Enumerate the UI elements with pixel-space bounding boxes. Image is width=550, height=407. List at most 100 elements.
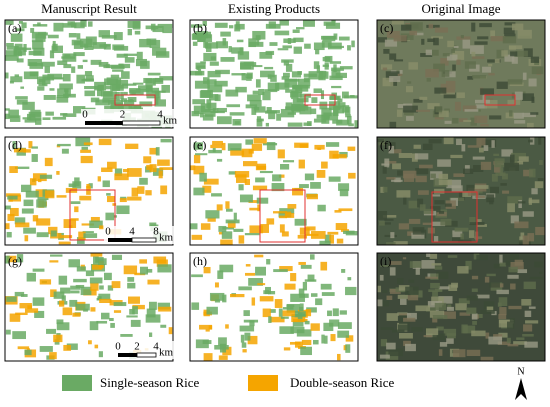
land-patch: [193, 105, 206, 115]
land-patch: [434, 87, 447, 94]
land-patch: [99, 285, 104, 290]
land-patch: [13, 49, 22, 56]
land-patch: [341, 269, 346, 273]
land-patch: [507, 343, 519, 347]
land-patch: [305, 309, 312, 317]
land-patch: [111, 254, 123, 260]
land-patch: [475, 104, 488, 109]
land-patch: [465, 260, 472, 270]
scale-tick-label: 8: [153, 226, 159, 238]
land-patch: [507, 203, 515, 213]
land-patch: [480, 356, 494, 361]
land-patch: [146, 268, 153, 273]
land-patch: [90, 59, 102, 65]
land-patch: [476, 294, 490, 299]
land-patch: [477, 36, 489, 40]
land-patch: [155, 147, 160, 156]
land-patch: [159, 167, 173, 170]
land-patch: [110, 83, 121, 91]
land-patch: [522, 72, 527, 80]
land-patch: [24, 308, 39, 313]
land-patch: [99, 225, 104, 230]
land-patch: [140, 266, 148, 275]
land-patch: [132, 304, 145, 310]
land-patch: [386, 31, 400, 38]
land-patch: [325, 22, 341, 29]
land-patch: [458, 239, 472, 243]
land-patch: [32, 297, 45, 306]
land-patch: [37, 196, 49, 201]
land-patch: [378, 222, 391, 225]
land-patch: [159, 76, 173, 81]
land-patch: [507, 99, 521, 105]
land-patch: [106, 193, 111, 196]
land-patch: [452, 230, 463, 238]
land-patch: [382, 67, 388, 71]
land-patch: [404, 111, 414, 116]
land-patch: [248, 38, 257, 48]
land-patch: [488, 64, 493, 67]
land-patch: [320, 261, 328, 271]
land-patch: [127, 28, 132, 36]
land-patch: [279, 215, 288, 219]
land-patch: [90, 97, 100, 103]
land-patch: [503, 27, 515, 34]
land-patch: [386, 295, 393, 300]
land-patch: [41, 61, 55, 67]
land-patch: [89, 277, 103, 284]
land-patch: [268, 291, 276, 295]
land-patch: [489, 115, 502, 120]
land-patch: [506, 337, 511, 344]
land-patch: [444, 120, 452, 124]
land-patch: [462, 39, 471, 49]
land-patch: [273, 269, 288, 273]
land-patch: [56, 319, 64, 325]
land-patch: [113, 310, 122, 313]
land-patch: [214, 22, 228, 28]
land-patch: [339, 189, 349, 197]
land-patch: [384, 218, 394, 221]
land-patch: [212, 140, 223, 146]
land-patch: [58, 275, 68, 285]
land-patch: [53, 291, 65, 299]
land-patch: [84, 90, 96, 97]
land-patch: [472, 321, 477, 325]
land-patch: [471, 330, 486, 337]
land-patch: [514, 91, 523, 100]
land-patch: [431, 296, 444, 306]
land-patch: [5, 113, 10, 120]
land-patch: [284, 283, 296, 290]
land-patch: [348, 172, 356, 179]
land-patch: [510, 51, 518, 57]
land-patch: [147, 72, 161, 76]
land-patch: [105, 85, 112, 90]
land-patch: [341, 91, 349, 99]
land-patch: [76, 266, 86, 272]
land-patch: [207, 70, 221, 78]
land-patch: [42, 117, 51, 120]
land-patch: [327, 310, 332, 317]
land-patch: [39, 174, 53, 179]
land-patch: [508, 45, 523, 50]
land-patch: [131, 91, 144, 95]
land-patch: [452, 51, 465, 60]
land-patch: [511, 152, 527, 160]
land-patch: [343, 345, 347, 351]
land-patch: [434, 27, 448, 33]
land-patch: [79, 195, 92, 201]
land-patch: [442, 53, 450, 57]
land-patch: [320, 283, 332, 290]
land-patch: [246, 77, 252, 81]
land-patch: [427, 227, 436, 234]
land-patch: [26, 272, 36, 282]
scale-bar: [122, 120, 161, 126]
land-patch: [430, 206, 441, 213]
land-patch: [426, 78, 431, 82]
land-patch: [479, 23, 492, 28]
land-patch: [389, 267, 396, 276]
land-patch: [509, 110, 513, 117]
land-patch: [377, 285, 382, 293]
land-patch: [494, 158, 505, 168]
land-patch: [472, 56, 485, 59]
land-patch: [16, 254, 24, 263]
